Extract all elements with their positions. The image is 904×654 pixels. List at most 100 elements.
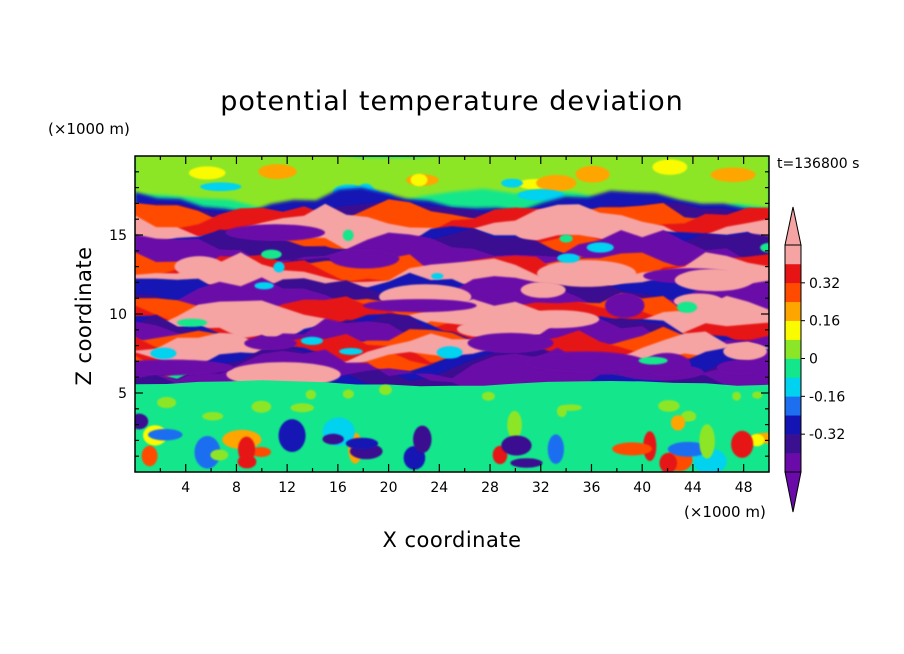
x-tick-label: 28 bbox=[481, 480, 499, 496]
x-tick-label: 12 bbox=[278, 480, 296, 496]
contour-cell bbox=[339, 348, 363, 355]
contour-cell bbox=[513, 310, 600, 329]
x-tick-label: 48 bbox=[735, 480, 753, 496]
contour-cell bbox=[410, 173, 428, 187]
x-tick-label: 32 bbox=[532, 480, 550, 496]
contour-cell bbox=[716, 360, 761, 375]
contour-cell bbox=[670, 415, 686, 431]
contour-cell bbox=[699, 424, 715, 459]
colorbar-segment bbox=[785, 301, 801, 321]
y-axis-label: Z coordinate bbox=[72, 246, 96, 386]
contour-cell bbox=[507, 410, 522, 440]
contour-cell bbox=[431, 272, 444, 280]
x-axis: 4 8 12 16 20 24 28 32 36 40 44 48 bbox=[159, 156, 753, 496]
colorbar-label: 0 bbox=[809, 352, 818, 368]
contour-cell bbox=[658, 400, 680, 412]
contour-cell bbox=[225, 224, 326, 241]
contour-cell bbox=[667, 441, 709, 457]
time-label: t=136800 s bbox=[777, 156, 860, 172]
contour-cell bbox=[188, 166, 226, 180]
contour-cell bbox=[652, 159, 688, 175]
contour-cell bbox=[536, 174, 577, 192]
contour-cell bbox=[604, 293, 645, 318]
contour-cell bbox=[157, 397, 177, 409]
colorbar-segment bbox=[785, 263, 801, 284]
x-tick-label: 8 bbox=[232, 480, 241, 496]
x-axis-label: X coordinate bbox=[382, 528, 522, 552]
x-tick-label: 20 bbox=[380, 480, 398, 496]
contour-cell bbox=[676, 301, 698, 313]
colorbar-segment bbox=[785, 339, 801, 359]
contour-cell bbox=[254, 282, 274, 290]
colorbar-segment bbox=[785, 358, 801, 378]
contour-cell bbox=[559, 234, 573, 243]
contour-cell bbox=[732, 391, 741, 401]
contour-cell bbox=[278, 419, 306, 453]
contour-cell bbox=[517, 189, 565, 201]
contour-cell bbox=[329, 248, 400, 269]
contour-cell bbox=[345, 437, 379, 450]
contour-cell bbox=[135, 413, 149, 430]
contour-cell bbox=[305, 389, 317, 400]
y-tick-label: 15 bbox=[109, 228, 127, 244]
contour-cell bbox=[150, 347, 177, 360]
contour-cell bbox=[674, 268, 754, 292]
contour-cell bbox=[557, 253, 580, 263]
colorbar-segment bbox=[785, 434, 801, 454]
contour-cell bbox=[510, 458, 543, 468]
contour-cell bbox=[194, 435, 221, 469]
contour-cell bbox=[174, 256, 225, 277]
contour-cell bbox=[362, 299, 477, 313]
contour-cell bbox=[379, 384, 392, 395]
x-tick-label: 40 bbox=[633, 480, 651, 496]
contour-cell bbox=[251, 400, 272, 413]
x-tick-label: 36 bbox=[583, 480, 601, 496]
neutral-band bbox=[135, 380, 769, 425]
colorbar-segment bbox=[785, 282, 801, 303]
x-tick-label: 24 bbox=[430, 480, 448, 496]
contour-cell bbox=[638, 356, 668, 365]
contour-cell bbox=[237, 454, 257, 469]
contour-cell bbox=[520, 281, 566, 298]
contour-cell bbox=[250, 446, 272, 458]
contour-cell bbox=[141, 445, 158, 467]
contour-cell bbox=[680, 410, 697, 423]
contour-cell bbox=[760, 243, 769, 253]
contour-cell bbox=[273, 261, 285, 273]
contour-cell bbox=[723, 342, 767, 361]
contour-cell bbox=[586, 242, 614, 253]
contour-cell bbox=[413, 425, 432, 454]
contour-cell bbox=[481, 391, 495, 401]
colorbar-segment bbox=[785, 245, 801, 265]
colorbar-segment bbox=[785, 453, 801, 473]
contour-cell bbox=[643, 352, 691, 377]
x-tick-label: 44 bbox=[684, 480, 702, 496]
contour-cell bbox=[710, 167, 756, 183]
contour-cell bbox=[147, 428, 183, 441]
y-axis-units: (×1000 m) bbox=[48, 120, 130, 138]
colorbar-label: -0.16 bbox=[809, 389, 845, 405]
contour-cell bbox=[524, 351, 646, 374]
contour-cell bbox=[342, 229, 354, 241]
colorbar-label: 0.16 bbox=[809, 314, 840, 330]
y-axis: 5 10 15 bbox=[109, 171, 769, 457]
contour-cell bbox=[547, 434, 564, 464]
colorbar-segment bbox=[785, 415, 801, 435]
contour-cell bbox=[199, 182, 242, 192]
contour-cell bbox=[752, 391, 763, 399]
colorbar-label: 0.32 bbox=[809, 276, 840, 292]
colorbar: -0.32 -0.16 0 0.16 0.32 bbox=[784, 206, 845, 513]
colorbar-segment bbox=[785, 320, 801, 340]
contour-cell bbox=[612, 442, 653, 456]
contour-cell bbox=[176, 318, 208, 327]
y-tick-label: 5 bbox=[118, 386, 127, 402]
contour-cell bbox=[342, 389, 354, 399]
contour-cell bbox=[261, 249, 282, 260]
contour-cell bbox=[135, 359, 234, 376]
contour-cell bbox=[244, 336, 297, 351]
contour-cell bbox=[731, 430, 754, 458]
chart-title: potential temperature deviation bbox=[220, 86, 684, 117]
contour-cell bbox=[266, 165, 297, 178]
